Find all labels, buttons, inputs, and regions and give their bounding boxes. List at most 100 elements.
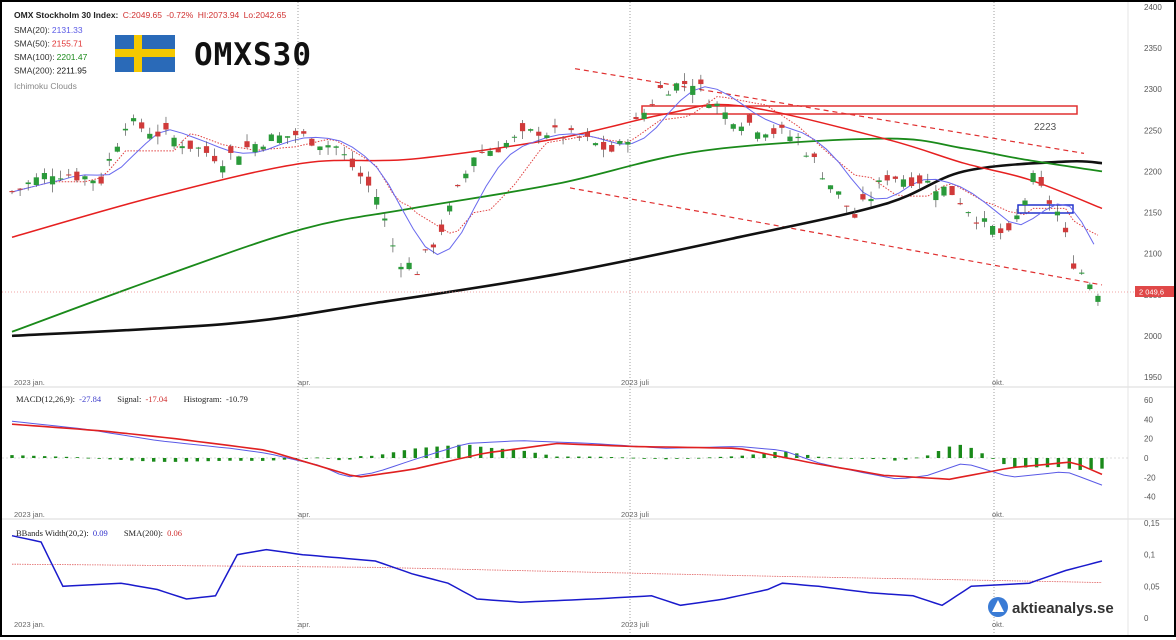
macd-hist-bar bbox=[1045, 458, 1050, 468]
macd-hist-bar bbox=[915, 457, 919, 459]
sma-legend-item: SMA(20): 2131.33 bbox=[14, 25, 83, 35]
macd-line bbox=[11, 420, 1103, 486]
candle-body bbox=[1054, 211, 1061, 216]
candle-body bbox=[422, 249, 428, 251]
candle-body bbox=[49, 176, 56, 185]
candle-body bbox=[641, 112, 647, 120]
candle-body bbox=[884, 175, 890, 181]
price-y-axis: 1950200020502100215022002250230023502400 bbox=[1144, 3, 1162, 382]
bbw-label: BBands Width(20,2): bbox=[16, 528, 89, 538]
candle-body bbox=[981, 218, 988, 222]
candle-body bbox=[41, 173, 48, 180]
candle-body bbox=[212, 155, 218, 162]
price-tick-label: 2100 bbox=[1144, 250, 1162, 259]
candle-body bbox=[998, 228, 1004, 234]
macd-hist-bar bbox=[64, 456, 69, 458]
candle-body bbox=[357, 172, 364, 177]
macd-hist-bar bbox=[980, 453, 984, 458]
candle-body bbox=[746, 114, 753, 123]
candle-body bbox=[130, 118, 137, 122]
candle-body bbox=[236, 156, 242, 165]
x-label: apr. bbox=[298, 510, 311, 519]
candle-body bbox=[406, 262, 412, 270]
macd-tick-label: 60 bbox=[1144, 396, 1153, 405]
candle-body bbox=[868, 199, 874, 202]
macd-hist-bar bbox=[751, 454, 755, 458]
macd-hist-bar bbox=[1089, 458, 1093, 470]
candle-body bbox=[592, 143, 599, 146]
macd-hist-bar bbox=[762, 453, 766, 458]
candle-body bbox=[195, 147, 201, 149]
macd-hist-bar bbox=[904, 458, 908, 460]
candle-body bbox=[276, 135, 283, 143]
candle-body bbox=[495, 148, 501, 153]
sma-legend: SMA(20): 2131.33 SMA(50): 2155.71 SMA(100): 2… bbox=[14, 25, 88, 76]
candle-body bbox=[98, 176, 104, 184]
candle-body bbox=[1079, 272, 1085, 274]
price-tick-label: 1950 bbox=[1144, 373, 1162, 382]
candle-body bbox=[892, 176, 898, 179]
candle-body bbox=[609, 145, 615, 152]
macd-hist-bar bbox=[936, 451, 941, 458]
macd-hist-bar bbox=[424, 447, 428, 458]
macd-hist-bar bbox=[686, 458, 690, 459]
x-label: 2023 juli bbox=[621, 378, 649, 387]
macd-hist-bar bbox=[152, 458, 156, 462]
candle-body bbox=[706, 104, 712, 109]
candle-body bbox=[973, 222, 979, 224]
candle-body bbox=[576, 136, 582, 138]
candle-body bbox=[1038, 177, 1044, 186]
macd-hist-bar bbox=[108, 458, 112, 460]
bb-sma-line bbox=[12, 563, 1103, 583]
candle-body bbox=[1030, 173, 1036, 183]
candle-body bbox=[876, 180, 882, 182]
candle-body bbox=[528, 129, 534, 131]
candle-body bbox=[544, 135, 550, 138]
macd-hist-bar bbox=[849, 458, 853, 459]
candle-body bbox=[625, 141, 631, 145]
candle-body bbox=[382, 218, 388, 221]
ichimoku-dotted-line bbox=[11, 96, 1099, 236]
x-axis-labels: 2023 jan. apr. 2023 juli okt. 2023 jan. apr. 2… bbox=[14, 378, 1004, 629]
macd-hist-bar bbox=[925, 455, 930, 458]
macd-hist-bar bbox=[784, 451, 788, 458]
bbw-lines bbox=[11, 534, 1103, 607]
macd-tick-label: -40 bbox=[1144, 493, 1156, 502]
candle-body bbox=[374, 196, 380, 205]
candle-body bbox=[698, 79, 704, 85]
macd-hist-bar bbox=[162, 458, 167, 462]
candle-body bbox=[957, 203, 963, 205]
macd-y-axis: -40 -20 0 20 40 60 bbox=[1144, 396, 1156, 502]
candle-body bbox=[268, 134, 274, 142]
candle-body bbox=[414, 274, 420, 276]
candle-body bbox=[771, 128, 777, 134]
candle-body bbox=[260, 146, 266, 150]
macd-hist-bar bbox=[871, 458, 875, 460]
candle-body bbox=[730, 124, 736, 129]
macd-hist-bar bbox=[522, 450, 526, 458]
candle-body bbox=[665, 94, 672, 96]
candle-body bbox=[301, 131, 307, 134]
price-tag: 2 049,6 bbox=[1139, 288, 1164, 297]
candle-body bbox=[487, 150, 493, 156]
candle-body bbox=[179, 146, 185, 149]
signal-line bbox=[11, 423, 1103, 481]
x-label: okt. bbox=[992, 378, 1004, 387]
macd-tick-label: 20 bbox=[1144, 435, 1153, 444]
candle-body bbox=[147, 133, 153, 139]
macd-hist-bar bbox=[250, 458, 254, 461]
candle-body bbox=[941, 186, 947, 196]
candle-body bbox=[917, 175, 923, 184]
sma200-line bbox=[11, 159, 1103, 338]
macd-hist-bar bbox=[675, 458, 679, 459]
signal-value: -17.04 bbox=[145, 394, 168, 404]
macd-hist-bar bbox=[326, 458, 330, 459]
price-tick-label: 2250 bbox=[1144, 126, 1162, 135]
macd-hist-bar bbox=[860, 458, 864, 459]
candle-body bbox=[617, 141, 623, 144]
candle-body bbox=[325, 145, 331, 148]
macd-hist-bar bbox=[141, 458, 145, 462]
candle-body bbox=[341, 154, 347, 156]
change-value: -0.72% bbox=[166, 10, 193, 20]
